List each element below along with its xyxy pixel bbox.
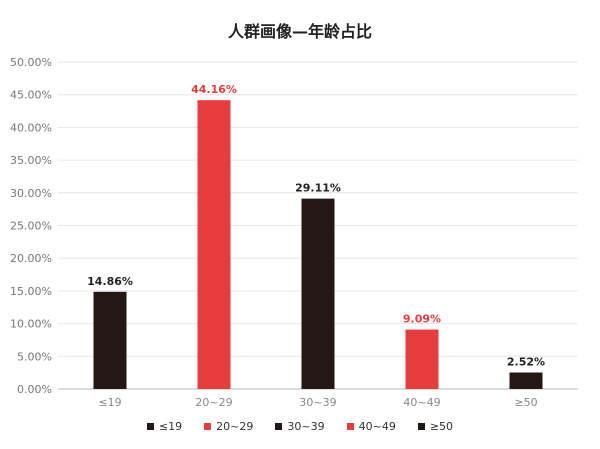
bar <box>93 291 127 389</box>
legend-swatch <box>275 423 283 430</box>
legend-item: 20~29 <box>204 420 253 433</box>
legend-label: 40~49 <box>358 420 396 433</box>
data-label: 2.52% <box>507 356 545 369</box>
legend-swatch <box>346 423 354 430</box>
x-tick-label: 40~49 <box>403 396 440 409</box>
y-tick-label: 50.00% <box>10 56 52 69</box>
legend-item: 40~49 <box>346 420 396 433</box>
legend-swatch <box>146 423 154 430</box>
y-tick-label: 0.00% <box>17 383 52 396</box>
y-tick-label: 30.00% <box>10 187 52 200</box>
y-tick-label: 15.00% <box>10 285 52 298</box>
legend-item: ≥50 <box>417 420 454 433</box>
bar <box>197 100 231 389</box>
y-tick-label: 40.00% <box>10 121 52 134</box>
data-label: 9.09% <box>403 313 441 326</box>
y-tick-label: 45.00% <box>10 89 52 102</box>
x-tick-label: ≤19 <box>98 396 121 409</box>
y-tick-label: 25.00% <box>10 220 52 233</box>
legend-label: ≥50 <box>429 420 454 433</box>
data-label: 29.11% <box>295 182 341 195</box>
chart-title: 人群画像—年龄占比 <box>227 22 372 41</box>
y-tick-label: 5.00% <box>17 350 52 363</box>
data-label: 14.86% <box>87 275 133 288</box>
legend-item: ≤19 <box>146 420 183 433</box>
legend-label: ≤19 <box>158 420 183 433</box>
y-tick-label: 10.00% <box>10 318 52 331</box>
x-tick-label: ≥50 <box>514 396 537 409</box>
data-label: 44.16% <box>191 83 237 96</box>
legend-item: 30~39 <box>275 420 325 433</box>
chart-legend: ≤19 20~29 30~39 40~49 ≥50 <box>0 420 600 433</box>
y-tick-label: 35.00% <box>10 154 52 167</box>
legend-swatch <box>417 423 425 430</box>
bar <box>509 372 543 389</box>
x-tick-label: 30~39 <box>299 396 336 409</box>
y-tick-label: 20.00% <box>10 252 52 265</box>
bar <box>301 198 335 389</box>
legend-label: 20~29 <box>216 420 254 433</box>
legend-label: 30~39 <box>287 420 325 433</box>
x-tick-label: 20~29 <box>195 396 232 409</box>
legend-swatch <box>204 423 212 430</box>
bar <box>405 329 439 389</box>
